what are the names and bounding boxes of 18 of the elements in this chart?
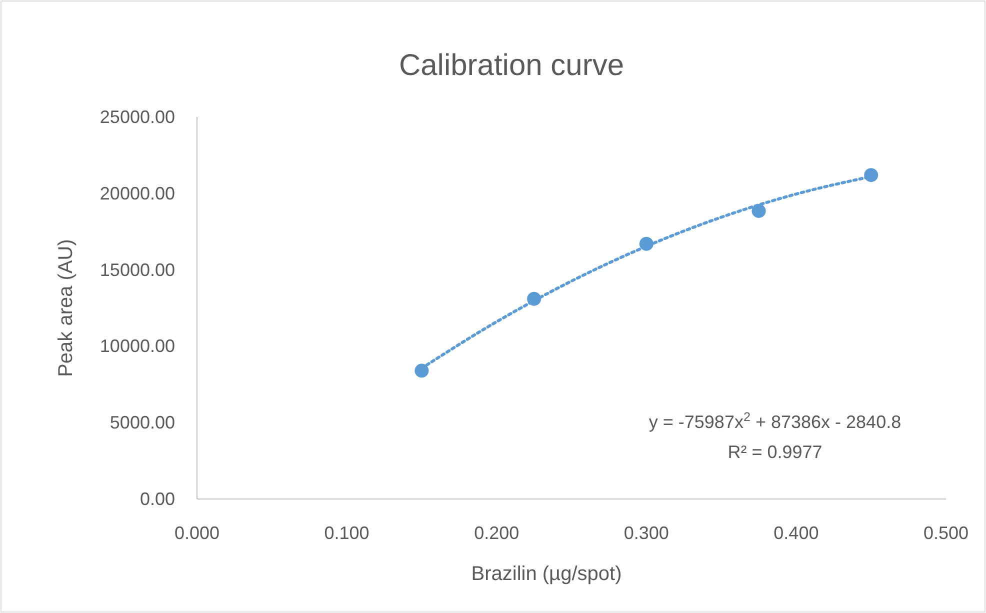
x-tick-label: 0.300 xyxy=(624,523,669,543)
annotation: y = -75987x$^{2}$ + 87386x - 2840.8 xyxy=(648,410,902,432)
y-tick-label: 25000.00 xyxy=(100,107,175,127)
point xyxy=(864,168,878,182)
x-tick-label: 0.400 xyxy=(774,523,819,543)
y-tick-label: 0.00 xyxy=(140,489,175,509)
y-tick-label: 20000.00 xyxy=(100,183,175,204)
x-tick-label: 0.100 xyxy=(324,523,370,543)
x-axis-title: Brazilin (µg/spot) xyxy=(471,563,622,585)
x-tick-label: 0.500 xyxy=(923,523,969,543)
y-axis-title: Peak area (AU) xyxy=(55,239,77,377)
annotation: R² = 0.9977 xyxy=(728,442,822,462)
x-tick-label: 0.000 xyxy=(174,523,220,543)
chart-title: Calibration curve xyxy=(398,49,624,82)
y-tick-label: 5000.00 xyxy=(110,412,175,433)
y-tick-label: 10000.00 xyxy=(100,336,175,356)
y-tick-label: 15000.00 xyxy=(100,260,175,280)
x-tick-label: 0.200 xyxy=(474,523,520,543)
